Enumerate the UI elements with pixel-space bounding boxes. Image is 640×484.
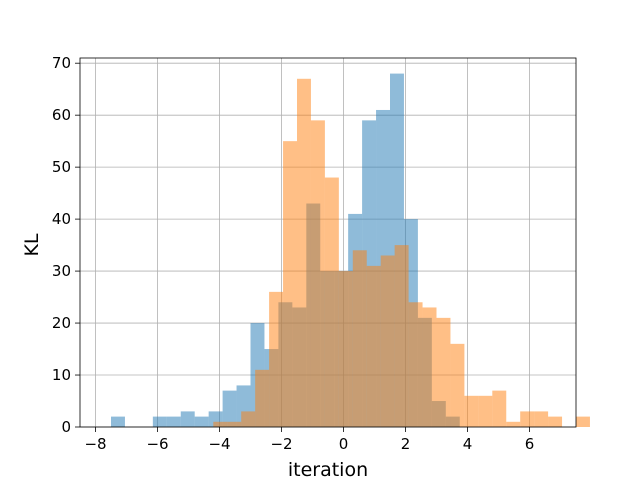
bar-series-2	[366, 265, 381, 427]
y-tick-label: 40	[52, 210, 71, 228]
y-tick-label: 70	[52, 54, 71, 72]
bar-series-2	[576, 416, 590, 427]
bar-series-2	[436, 317, 451, 427]
bar-series-2	[227, 421, 242, 427]
bar-series-2	[241, 411, 256, 427]
x-tick-label: 6	[525, 435, 535, 453]
x-tick-label: −4	[208, 435, 230, 453]
bar-series-2	[450, 343, 465, 427]
x-tick-label: −2	[270, 435, 292, 453]
x-tick-label: 0	[339, 435, 349, 453]
bar-series-2	[408, 302, 423, 427]
x-tick-label: 2	[401, 435, 411, 453]
bar-series-2	[464, 395, 479, 427]
y-tick-label: 0	[61, 418, 71, 436]
bar-series-1	[194, 416, 209, 427]
y-tick-label: 10	[52, 366, 71, 384]
bar-series-1	[166, 416, 181, 427]
bar-series-2	[324, 177, 339, 427]
axes-frame	[79, 57, 577, 428]
y-tick-label: 20	[52, 314, 71, 332]
y-tick-label: 60	[52, 106, 71, 124]
x-tick-label: −8	[84, 435, 106, 453]
bar-series-2	[269, 291, 284, 427]
bar-series-2	[422, 307, 437, 427]
bar-series-2	[478, 395, 493, 427]
bar-series-2	[213, 421, 228, 427]
bar-series-1	[152, 416, 167, 427]
bar-series-1	[222, 390, 237, 427]
histogram-bars	[111, 73, 590, 428]
bar-series-1	[111, 416, 125, 427]
bar-series-2	[492, 390, 507, 427]
y-axis-label: KL	[21, 233, 43, 256]
bar-series-2	[506, 421, 521, 427]
bar-series-2	[338, 271, 353, 427]
x-tick-label: −6	[146, 435, 168, 453]
bar-series-2	[394, 245, 409, 427]
bar-series-2	[520, 411, 535, 427]
bar-series-2	[352, 250, 367, 427]
bar-series-2	[380, 255, 395, 427]
bar-series-1	[180, 411, 195, 427]
y-tick-label: 30	[52, 262, 71, 280]
x-axis-label: iteration	[288, 459, 368, 480]
bar-series-2	[548, 416, 563, 427]
bar-series-2	[310, 120, 325, 427]
bar-series-2	[255, 369, 270, 427]
bar-series-2	[297, 78, 311, 428]
bar-series-2	[283, 141, 297, 428]
bar-series-2	[534, 411, 549, 427]
y-tick-label: 50	[52, 158, 71, 176]
x-tick-label: 4	[463, 435, 473, 453]
